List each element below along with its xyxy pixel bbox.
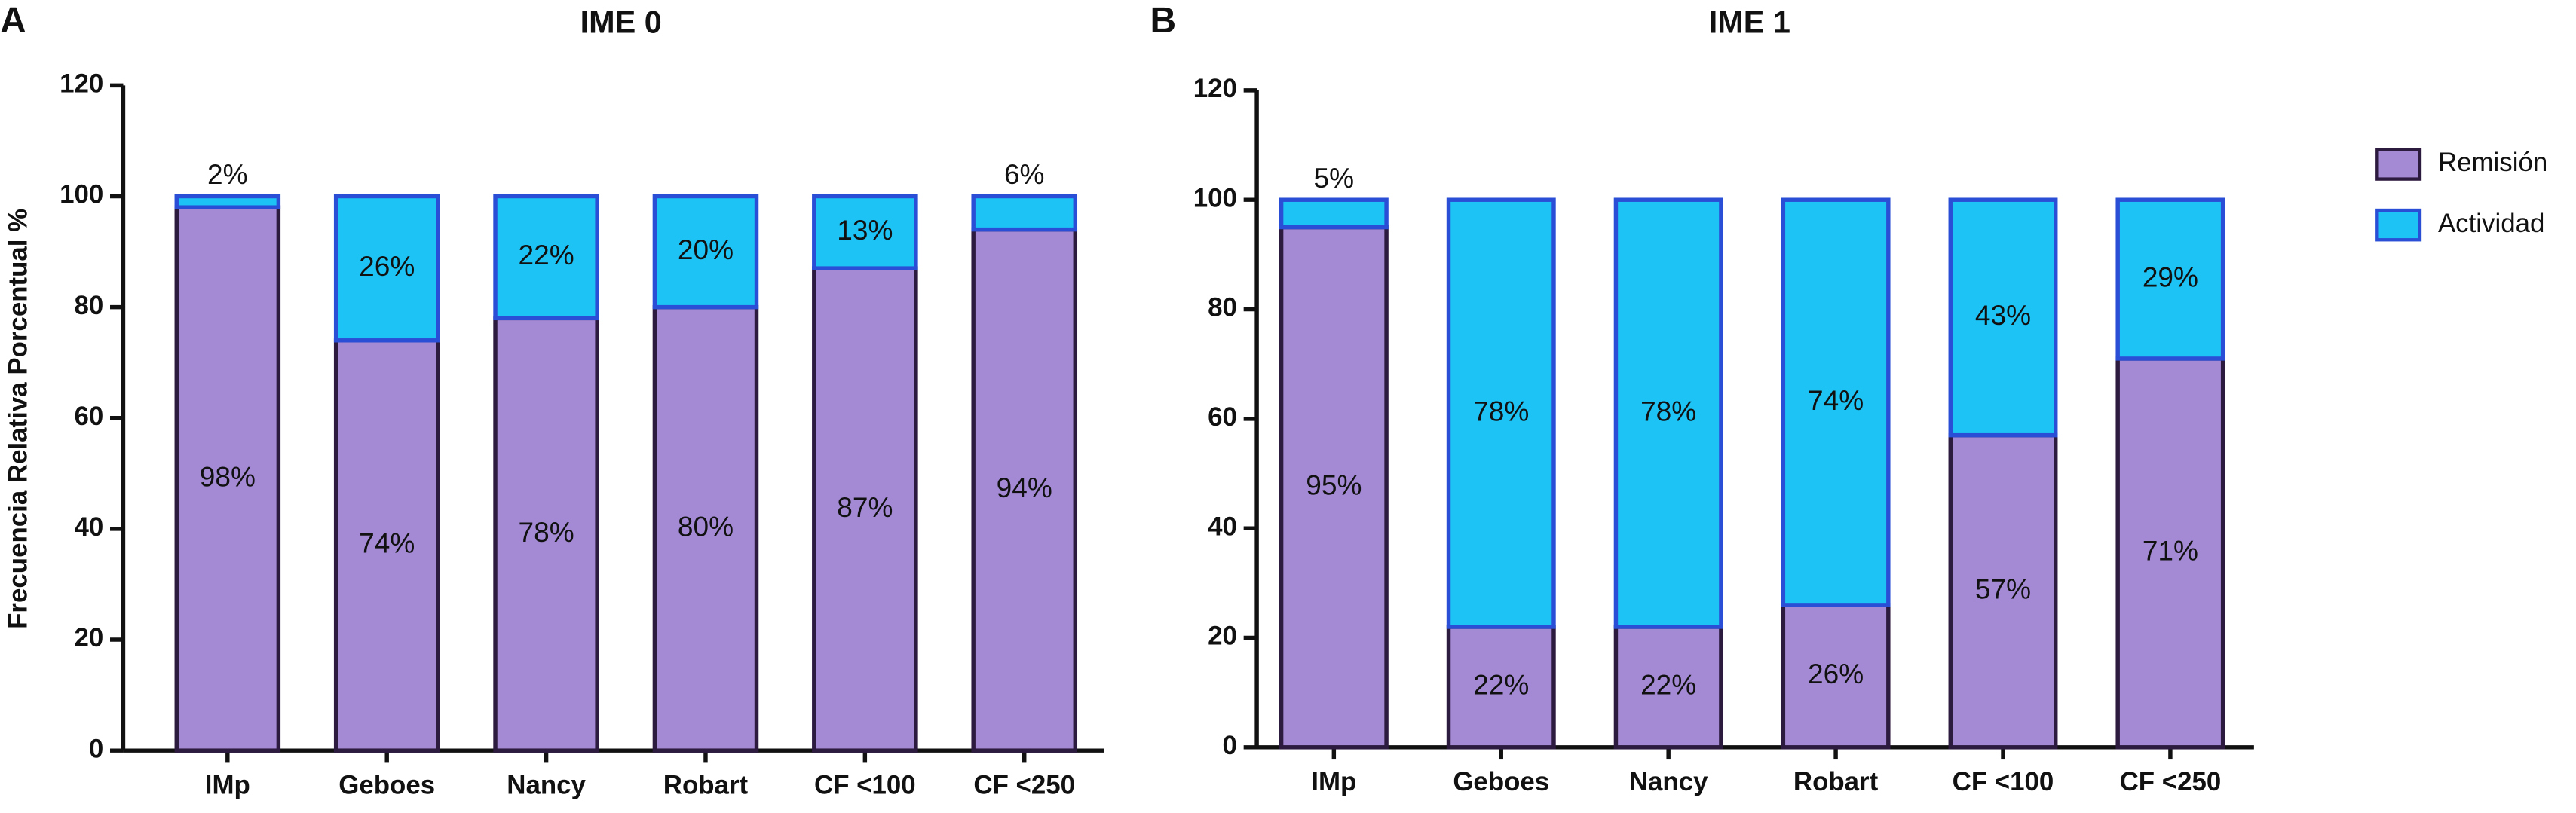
bar-segment	[1948, 197, 2058, 438]
panel-label: B	[1150, 1, 1177, 41]
bar-segment	[1279, 197, 1389, 230]
value-label: 95%	[1306, 469, 1362, 500]
bar-segment	[493, 194, 599, 321]
value-label: 26%	[359, 250, 415, 282]
y-tick-label: 20	[75, 623, 104, 653]
bar-segment	[652, 194, 759, 310]
value-label: 5%	[1314, 162, 1355, 194]
bar-segment	[1613, 625, 1723, 750]
bar-segment	[812, 266, 918, 753]
x-tick-label: Nancy	[1629, 767, 1708, 796]
value-label: 94%	[997, 472, 1052, 503]
value-label: 74%	[359, 527, 415, 559]
y-axis-label: Frecuencia Relativa Porcentual %	[3, 209, 32, 629]
y-tick-label: 60	[1208, 402, 1237, 432]
y-tick-label: 100	[1193, 183, 1237, 212]
bar-segment	[1781, 603, 1891, 750]
y-tick-label: 0	[89, 734, 103, 763]
y-tick-label: 120	[60, 69, 103, 99]
y-tick-label: 80	[1208, 293, 1237, 322]
bar-segment	[971, 227, 1078, 753]
x-tick-label: Nancy	[507, 770, 586, 799]
value-label: 78%	[1640, 395, 1696, 426]
bar-segment	[2115, 356, 2225, 750]
bar-segment	[174, 194, 281, 209]
bar-segment	[1446, 625, 1556, 750]
chart-title: IME 0	[580, 5, 662, 40]
legend-label: Actividad	[2438, 209, 2544, 238]
y-tick-label: 40	[1208, 512, 1237, 541]
value-label: 43%	[1975, 299, 2031, 331]
bar-segment	[1613, 197, 1723, 629]
x-tick-label: Geboes	[1453, 767, 1549, 796]
value-label: 80%	[678, 511, 734, 543]
bar-segment	[333, 194, 440, 343]
bar-segment	[1781, 197, 1891, 607]
legend-label: Remisión	[2438, 148, 2547, 177]
y-tick-label: 40	[75, 512, 104, 542]
x-tick-label: CF <250	[973, 770, 1075, 799]
x-tick-label: IMp	[1311, 767, 1356, 796]
value-label: 6%	[1004, 158, 1045, 190]
value-label: 22%	[1640, 669, 1696, 701]
bar-segment	[652, 304, 759, 753]
y-tick-label: 20	[1208, 622, 1237, 651]
legend-swatch	[2375, 208, 2422, 242]
y-tick-label: 60	[75, 402, 104, 431]
bar-segment	[1948, 432, 2058, 750]
bar-segment	[1279, 225, 1389, 750]
x-tick-label: IMp	[205, 770, 250, 799]
value-label: 78%	[1473, 395, 1529, 426]
value-label: 87%	[837, 491, 893, 523]
y-tick-label: 100	[60, 180, 103, 209]
bar-segment	[2115, 197, 2225, 361]
bar-segment	[971, 194, 1078, 232]
bar-segment	[333, 338, 440, 753]
value-label: 22%	[1473, 669, 1529, 701]
y-tick-label: 80	[75, 291, 104, 320]
value-label: 26%	[1808, 658, 1864, 689]
legend-swatch	[2375, 148, 2422, 181]
value-label: 29%	[2143, 261, 2198, 292]
value-label: 20%	[678, 234, 734, 265]
y-tick-label: 0	[1223, 731, 1237, 760]
value-label: 22%	[519, 239, 574, 270]
x-tick-label: CF <250	[2120, 767, 2222, 796]
x-tick-label: Geboes	[338, 770, 435, 799]
value-label: 78%	[519, 516, 574, 548]
chart-title: IME 1	[1709, 5, 1790, 40]
panel-label: A	[0, 1, 26, 41]
bar-segment	[812, 194, 918, 270]
value-label: 71%	[2143, 535, 2198, 567]
value-label: 57%	[1975, 573, 2031, 605]
bar-segment	[1446, 197, 1556, 629]
value-label: 2%	[207, 158, 248, 190]
x-tick-label: CF <100	[814, 770, 916, 799]
value-label: 74%	[1808, 384, 1864, 416]
x-tick-label: CF <100	[1953, 767, 2054, 796]
y-tick-label: 120	[1193, 74, 1237, 103]
x-tick-label: Robart	[1793, 767, 1879, 796]
value-label: 13%	[837, 214, 893, 246]
x-tick-label: Robart	[663, 770, 749, 799]
value-label: 98%	[200, 460, 256, 492]
